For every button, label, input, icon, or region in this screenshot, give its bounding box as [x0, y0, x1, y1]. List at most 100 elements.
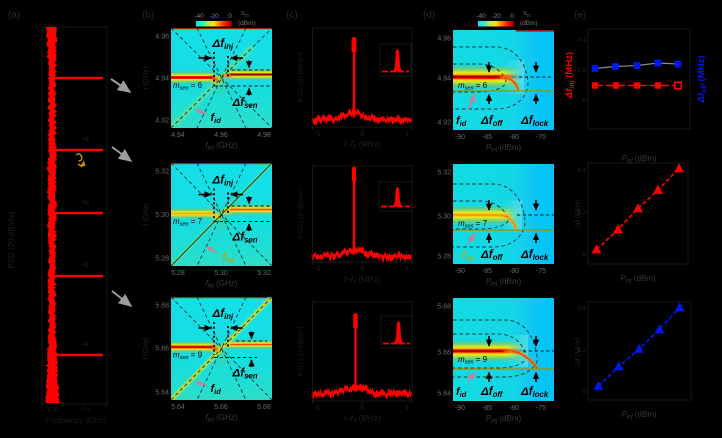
svg-text:0: 0 — [583, 98, 587, 104]
svg-text:msen = 9: msen = 9 — [458, 355, 488, 366]
svg-text:5.66: 5.66 — [155, 346, 169, 353]
svg-text:0.4: 0.4 — [578, 38, 587, 44]
svg-text:-75: -75 — [536, 268, 546, 275]
svg-text:1: 1 — [405, 131, 409, 138]
svg-text:-80: -80 — [509, 134, 519, 141]
svg-text:Δfoff: Δfoff — [480, 386, 504, 399]
svg-text:Δf (MHz): Δf (MHz) — [575, 337, 582, 365]
svg-text:0: 0 — [510, 13, 514, 20]
svg-text:×2: ×2 — [82, 137, 90, 143]
svg-text:5.5: 5.5 — [80, 407, 90, 414]
svg-text:Δflock: Δflock — [520, 386, 549, 399]
svg-text:×2: ×2 — [82, 263, 90, 269]
svg-text:5.64: 5.64 — [437, 391, 451, 398]
svg-text:5.28: 5.28 — [171, 270, 185, 277]
svg-text:-80: -80 — [509, 405, 519, 412]
svg-text:(b): (b) — [142, 10, 154, 21]
svg-text:Pinj (dBm): Pinj (dBm) — [486, 143, 522, 154]
svg-text:Δfsen: Δfsen — [232, 232, 258, 245]
svg-text:4.92: 4.92 — [437, 120, 451, 127]
svg-text:msen = 6: msen = 6 — [173, 81, 203, 92]
svg-text:Δfinj: Δfinj — [212, 175, 234, 188]
svg-text:4.96: 4.96 — [437, 36, 451, 43]
svg-text:Δfoff: Δfoff — [480, 249, 504, 262]
svg-text:PSD (20 dB/div): PSD (20 dB/div) — [7, 211, 16, 269]
svg-text:5.66: 5.66 — [437, 350, 451, 357]
svg-text:Δfsen: Δfsen — [232, 368, 258, 381]
svg-text:msen = 9: msen = 9 — [173, 351, 203, 362]
svg-text:4.96: 4.96 — [214, 132, 228, 139]
svg-text:0: 0 — [360, 131, 364, 138]
svg-text:0: 0 — [360, 405, 364, 412]
svg-text:1: 1 — [405, 266, 409, 273]
svg-text:-1: -1 — [314, 405, 320, 412]
svg-text:5.64: 5.64 — [171, 404, 185, 411]
svg-text:-1: -1 — [314, 131, 320, 138]
svg-text:1: 1 — [405, 405, 409, 412]
svg-text:f (GHz): f (GHz) — [143, 337, 150, 360]
svg-text:f–fd (MHz): f–fd (MHz) — [344, 275, 381, 286]
svg-text:(dBm): (dBm) — [520, 20, 538, 27]
svg-text:5.66: 5.66 — [214, 404, 228, 411]
svg-text:PSD (20 dB/div): PSD (20 dB/div) — [298, 52, 305, 102]
svg-text:Frequency (GHz): Frequency (GHz) — [45, 416, 107, 425]
svg-text:(a): (a) — [8, 10, 20, 21]
svg-text:0.2: 0.2 — [578, 68, 587, 74]
svg-text:fid: fid — [211, 383, 222, 396]
svg-text:Δflock: Δflock — [520, 249, 549, 262]
svg-text:0: 0 — [360, 266, 364, 273]
svg-text:-40: -40 — [476, 13, 486, 20]
svg-text:-20: -20 — [491, 13, 501, 20]
svg-text:-75: -75 — [536, 134, 546, 141]
svg-text:Pinj (dBm): Pinj (dBm) — [621, 154, 657, 165]
svg-text:×2: ×2 — [82, 200, 90, 206]
svg-text:-85: -85 — [482, 134, 492, 141]
svg-text:-85: -85 — [482, 405, 492, 412]
svg-text:5.68: 5.68 — [437, 304, 451, 311]
svg-text:5.68: 5.68 — [257, 404, 271, 411]
svg-text:msen = 7: msen = 7 — [458, 219, 488, 230]
svg-text:(e): (e) — [574, 10, 586, 21]
svg-text:4.94: 4.94 — [171, 132, 185, 139]
svg-text:5.32: 5.32 — [437, 170, 451, 177]
svg-text:Δfsen: Δfsen — [232, 97, 258, 110]
svg-text:5.30: 5.30 — [437, 214, 451, 221]
svg-text:Pinj (dBm): Pinj (dBm) — [621, 410, 657, 421]
svg-text:f (GHz): f (GHz) — [143, 67, 150, 90]
svg-text:f–fd (MHz): f–fd (MHz) — [344, 414, 381, 425]
svg-text:4.98: 4.98 — [257, 132, 271, 139]
svg-text:Δflock: Δflock — [520, 115, 549, 128]
svg-text:0.2: 0.2 — [578, 210, 587, 216]
svg-text:S21: S21 — [523, 11, 532, 18]
svg-text:5.32: 5.32 — [257, 270, 271, 277]
svg-text:msen = 7: msen = 7 — [173, 217, 203, 228]
svg-text:fid: fid — [211, 112, 222, 125]
svg-text:Pinj (dBm): Pinj (dBm) — [620, 274, 656, 285]
svg-text:4.94: 4.94 — [437, 76, 451, 83]
svg-text:4.94: 4.94 — [155, 76, 169, 83]
svg-text:(dBm): (dBm) — [238, 20, 256, 27]
svg-text:f–fd (MHz): f–fd (MHz) — [344, 140, 381, 151]
svg-text:0: 0 — [583, 252, 587, 258]
svg-text:-90: -90 — [455, 134, 465, 141]
svg-text:5.32: 5.32 — [155, 169, 169, 176]
svg-text:5.30: 5.30 — [214, 270, 228, 277]
svg-text:5.68: 5.68 — [155, 303, 169, 310]
svg-text:finj (GHz): finj (GHz) — [206, 141, 238, 152]
svg-text:0: 0 — [228, 13, 232, 20]
svg-text:-90: -90 — [455, 405, 465, 412]
svg-text:-85: -85 — [482, 268, 492, 275]
svg-text:-90: -90 — [455, 268, 465, 275]
svg-text:finj: finj — [223, 252, 234, 264]
svg-text:Δfinj (MHz): Δfinj (MHz) — [564, 52, 576, 99]
svg-text:-80: -80 — [509, 268, 519, 275]
svg-text:PSD (20 dB/div): PSD (20 dB/div) — [298, 326, 305, 376]
svg-text:finj: finj — [462, 250, 473, 262]
svg-text:5.30: 5.30 — [155, 212, 169, 219]
svg-text:(d): (d) — [423, 10, 435, 21]
svg-text:fid: fid — [456, 115, 467, 128]
svg-text:msen = 6: msen = 6 — [458, 81, 488, 92]
svg-text:Pinj (dBm): Pinj (dBm) — [486, 277, 522, 288]
svg-text:(c): (c) — [286, 10, 298, 21]
svg-text:-75: -75 — [536, 405, 546, 412]
